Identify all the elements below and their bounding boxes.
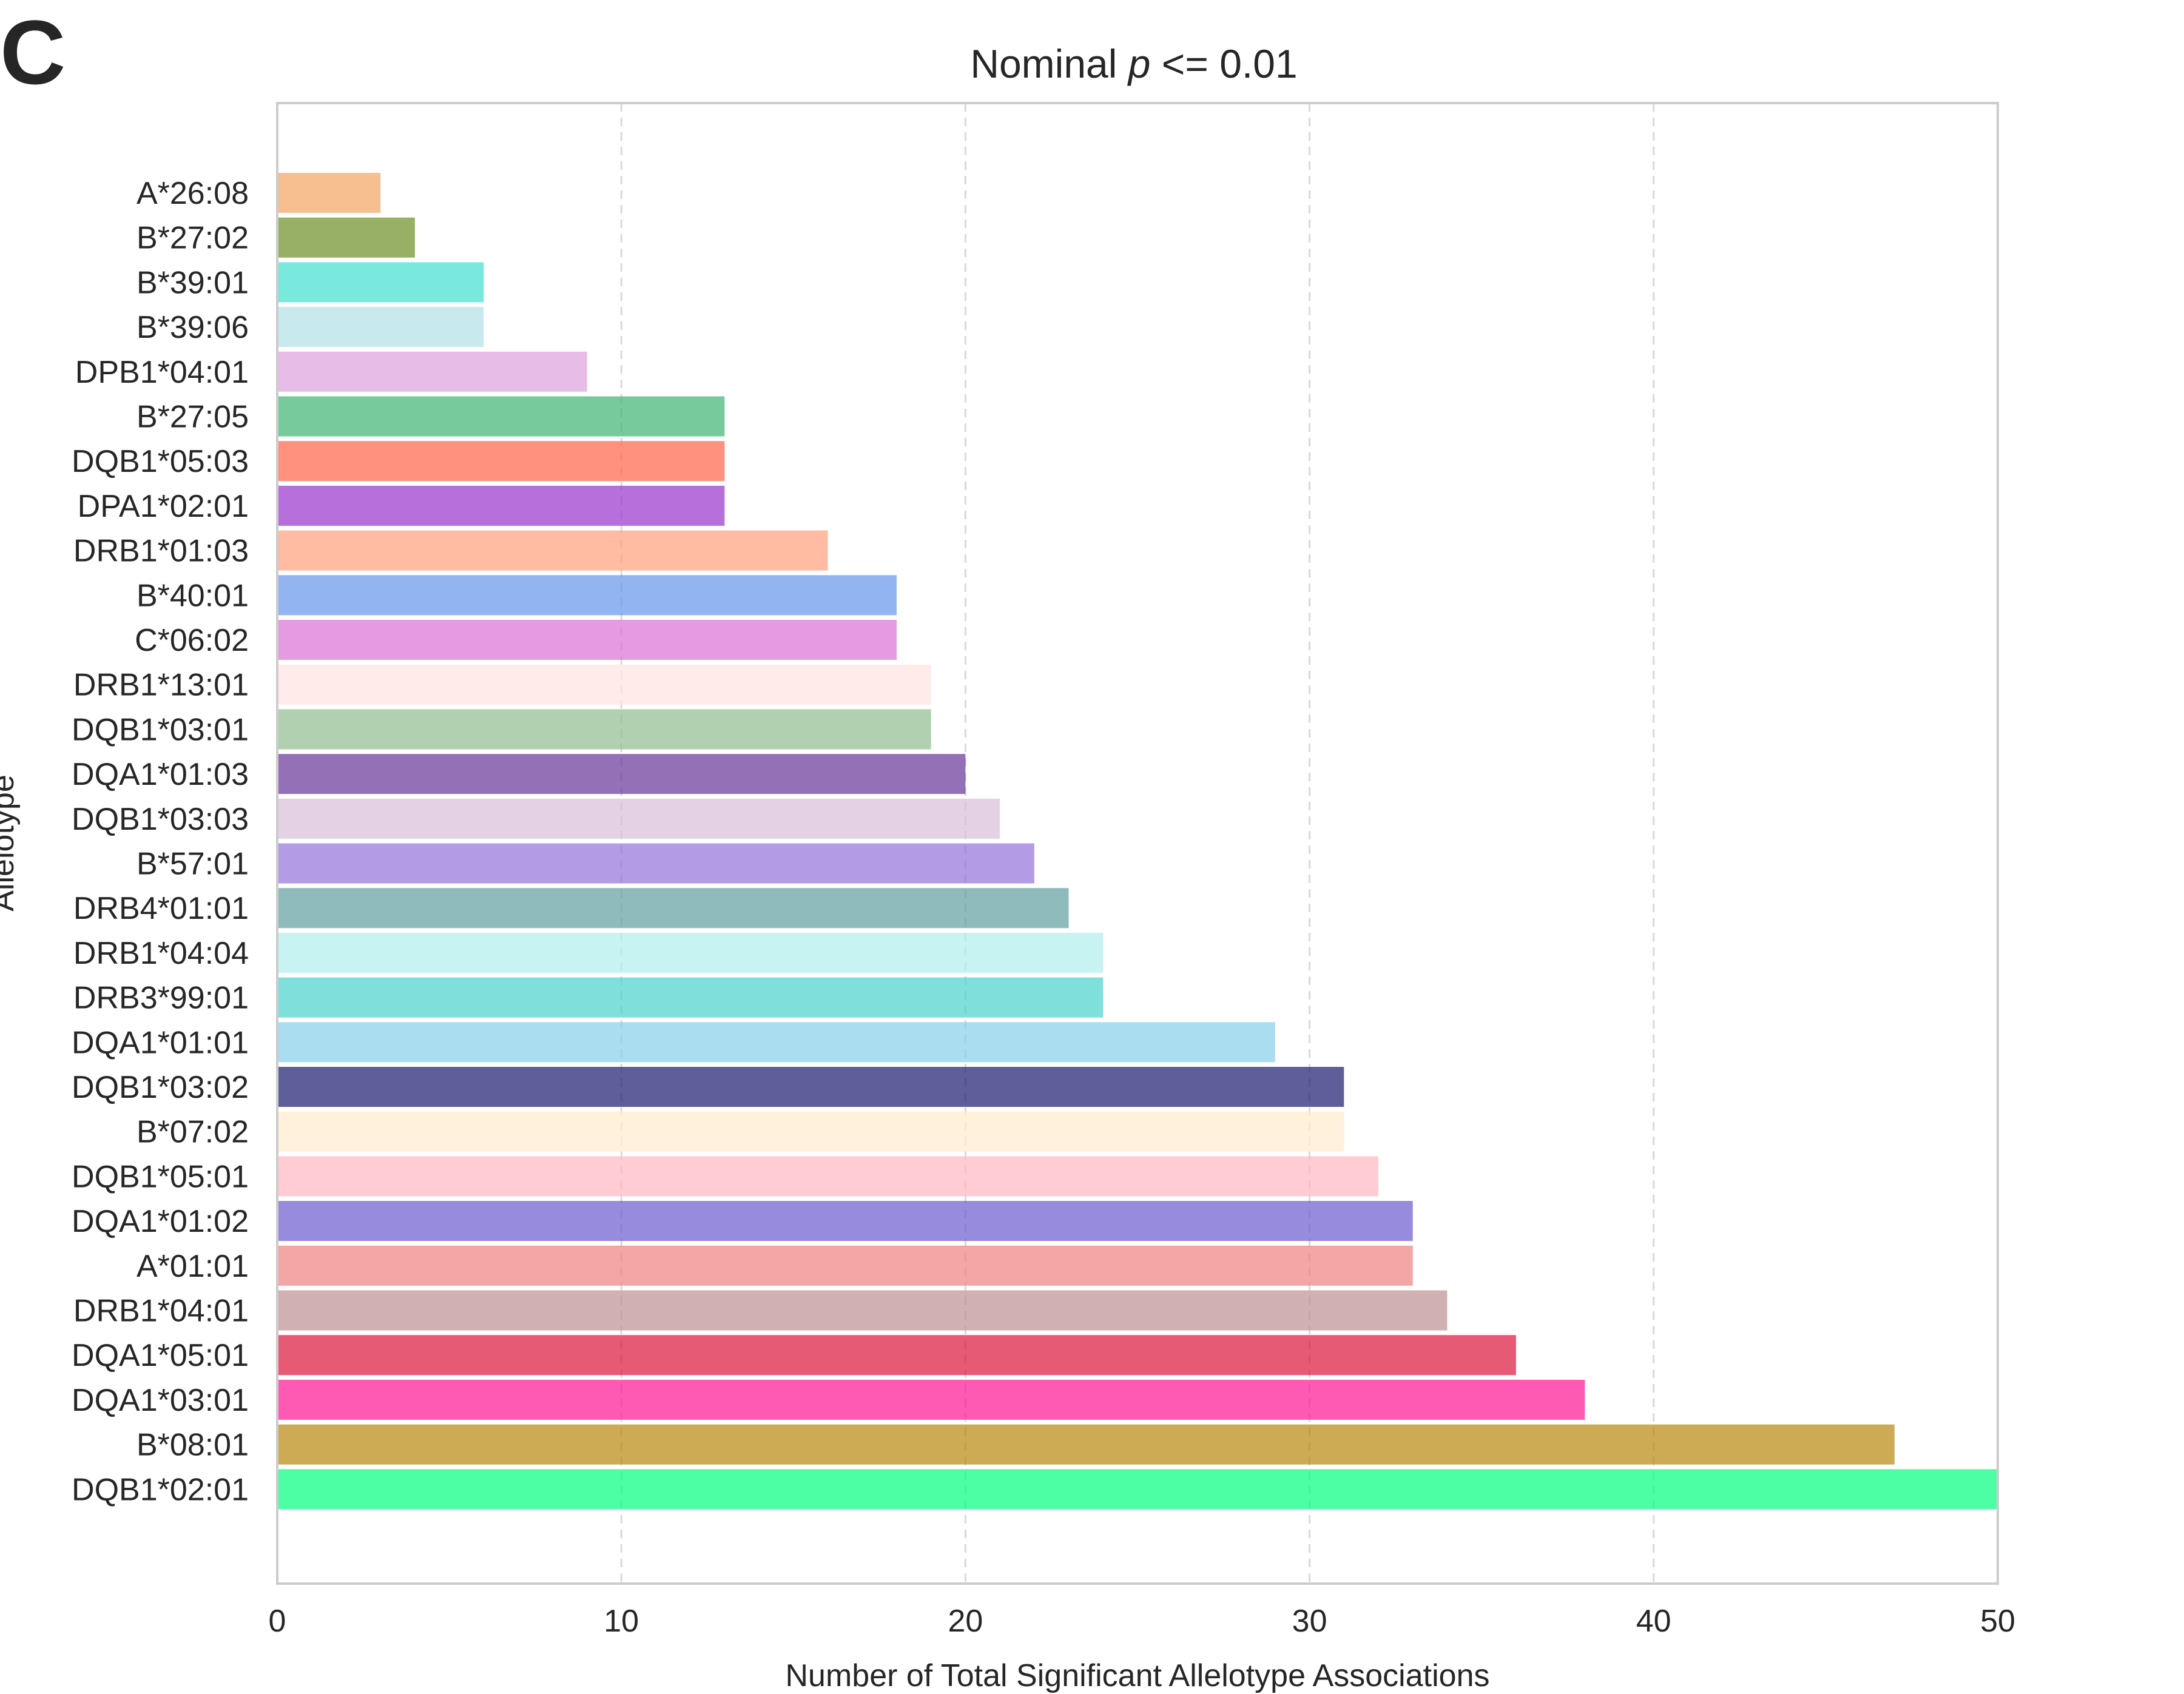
- bar-A*26:08: [277, 173, 381, 213]
- y-tick-label-B*08:01: B*08:01: [136, 1428, 249, 1463]
- bar-DQB1*03:01: [277, 709, 931, 750]
- y-tick-label-DRB1*01:03: DRB1*01:03: [73, 534, 249, 569]
- y-tick-label-DQB1*05:03: DQB1*05:03: [72, 444, 249, 479]
- x-tick-label-0: 0: [269, 1604, 286, 1639]
- y-tick-label-DPA1*02:01: DPA1*02:01: [78, 489, 249, 524]
- bars: [277, 173, 1998, 1510]
- bar-DRB3*99:01: [277, 977, 1104, 1018]
- bar-B*57:01: [277, 843, 1034, 884]
- y-tick-label-DQA1*03:01: DQA1*03:01: [72, 1383, 249, 1418]
- y-tick-label-DQB1*05:01: DQB1*05:01: [72, 1159, 249, 1194]
- y-tick-label-B*07:02: B*07:02: [136, 1115, 249, 1150]
- x-tick-label-1: 10: [604, 1604, 639, 1639]
- y-tick-label-DQB1*03:02: DQB1*03:02: [72, 1070, 249, 1105]
- y-tick-label-DRB3*99:01: DRB3*99:01: [73, 981, 249, 1016]
- y-tick-label-DQB1*03:03: DQB1*03:03: [72, 802, 249, 837]
- y-tick-label-DQA1*01:02: DQA1*01:02: [72, 1204, 249, 1239]
- bar-DQB1*05:03: [277, 441, 725, 482]
- bar-B*07:02: [277, 1111, 1344, 1152]
- bar-DQB1*05:01: [277, 1156, 1379, 1197]
- x-tick-label-5: 50: [1980, 1604, 2015, 1639]
- bar-B*27:02: [277, 217, 415, 258]
- x-tick-label-3: 30: [1292, 1604, 1327, 1639]
- y-tick-label-DQA1*01:01: DQA1*01:01: [72, 1025, 249, 1060]
- x-tick-label-2: 20: [948, 1604, 983, 1639]
- bar-DPA1*02:01: [277, 485, 725, 526]
- bar-C*06:02: [277, 620, 897, 660]
- y-tick-label-A*01:01: A*01:01: [136, 1249, 249, 1284]
- y-tick-label-DQB1*03:01: DQB1*03:01: [72, 712, 249, 747]
- bar-DQA1*03:01: [277, 1379, 1585, 1420]
- y-tick-label-C*06:02: C*06:02: [135, 623, 249, 658]
- y-tick-label-A*26:08: A*26:08: [136, 176, 249, 211]
- bar-DQB1*03:03: [277, 798, 1000, 839]
- bar-DRB1*04:01: [277, 1290, 1448, 1331]
- bar-DQA1*01:02: [277, 1201, 1413, 1242]
- y-tick-labels: A*26:08 B*27:02 B*39:01 B*39:06 DPB1*04:01 B*…: [72, 176, 249, 1507]
- y-tick-label-B*27:02: B*27:02: [136, 221, 249, 256]
- y-tick-label-DPB1*04:01: DPB1*04:01: [75, 355, 249, 390]
- bar-DQB1*02:01: [277, 1469, 1998, 1510]
- y-tick-label-DRB1*13:01: DRB1*13:01: [73, 668, 249, 703]
- bar-B*08:01: [277, 1424, 1895, 1465]
- y-tick-label-B*39:06: B*39:06: [136, 310, 249, 345]
- y-tick-label-B*27:05: B*27:05: [136, 400, 249, 435]
- bar-DRB1*04:04: [277, 932, 1104, 973]
- bar-A*01:01: [277, 1245, 1413, 1286]
- y-tick-label-B*57:01: B*57:01: [136, 847, 249, 882]
- x-tick-labels: 0 10 20 30 40 50: [269, 1604, 2015, 1639]
- y-tick-label-DQB1*02:01: DQB1*02:01: [72, 1472, 249, 1507]
- bar-DRB1*13:01: [277, 664, 931, 705]
- y-tick-label-DQA1*05:01: DQA1*05:01: [72, 1338, 249, 1373]
- y-tick-label-DRB1*04:01: DRB1*04:01: [73, 1294, 249, 1329]
- bar-DQA1*01:01: [277, 1022, 1275, 1063]
- bar-B*27:05: [277, 396, 725, 437]
- bar-DQA1*05:01: [277, 1335, 1516, 1376]
- bar-DRB4*01:01: [277, 888, 1069, 929]
- y-tick-label-B*40:01: B*40:01: [136, 578, 249, 613]
- bar-DPB1*04:01: [277, 351, 587, 392]
- x-axis-label: Number of Total Significant Allelotype A…: [785, 1658, 1489, 1693]
- y-tick-label-DQA1*01:03: DQA1*01:03: [72, 757, 249, 792]
- y-axis-label: Allelotype: [0, 775, 21, 911]
- bar-B*39:01: [277, 262, 484, 303]
- y-tick-label-B*39:01: B*39:01: [136, 265, 249, 300]
- y-tick-label-DRB4*01:01: DRB4*01:01: [73, 891, 249, 926]
- bar-DQB1*03:02: [277, 1067, 1344, 1107]
- bar-B*39:06: [277, 307, 484, 348]
- bar-DRB1*01:03: [277, 530, 828, 571]
- plot-frame: [276, 102, 1999, 1585]
- x-tick-label-4: 40: [1636, 1604, 1671, 1639]
- y-axis-label-group: Allelotype: [0, 775, 21, 911]
- bar-DQA1*01:03: [277, 754, 966, 795]
- chart-title: Nominal p <= 0.01: [970, 41, 1297, 86]
- y-tick-label-DRB1*04:04: DRB1*04:04: [73, 936, 249, 971]
- bar-B*40:01: [277, 575, 897, 616]
- panel-label: C: [0, 1, 66, 103]
